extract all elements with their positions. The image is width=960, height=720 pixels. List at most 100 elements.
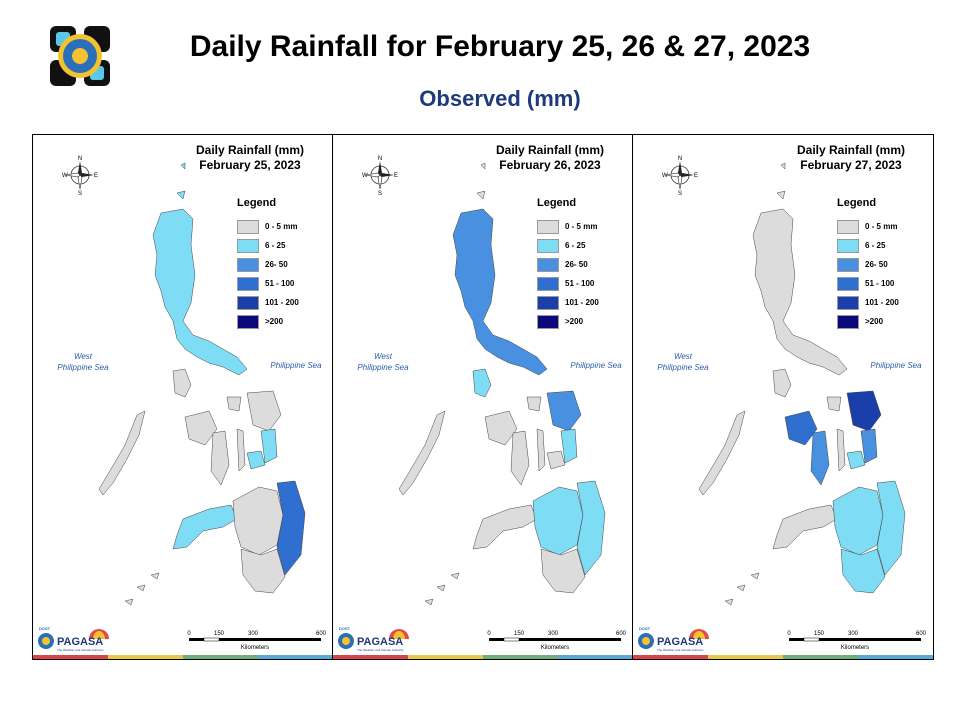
- negros-region: [510, 430, 530, 486]
- legend-swatch: [537, 295, 559, 310]
- legend-swatch: [837, 295, 859, 310]
- legend-swatch: [237, 314, 259, 329]
- svg-text:Kilometers: Kilometers: [541, 645, 569, 651]
- legend-item: >200: [237, 312, 299, 331]
- svg-text:150: 150: [214, 631, 225, 637]
- svg-text:0: 0: [187, 631, 191, 637]
- svg-text:PAGASA: PAGASA: [357, 636, 403, 648]
- panay-region: [184, 410, 218, 446]
- panel-title-date: February 25, 2023: [199, 158, 301, 172]
- mindanao-central-region: [532, 486, 584, 556]
- luzon-region: [152, 208, 248, 376]
- bohol-region: [246, 450, 266, 470]
- legend-label: 101 - 200: [265, 298, 299, 307]
- sulu-islands: [124, 572, 160, 606]
- zamboanga-region: [472, 504, 538, 550]
- mindanao-central-region: [232, 486, 284, 556]
- legend-label: 0 - 5 mm: [265, 222, 298, 231]
- compass-e: E: [694, 173, 698, 179]
- philippine-sea-label: Philippine Sea: [270, 361, 322, 370]
- compass-rose-icon: N S W E: [362, 156, 398, 195]
- svg-text:600: 600: [616, 631, 627, 637]
- batanes-islands: [776, 162, 786, 200]
- svg-text:DOST: DOST: [39, 626, 51, 631]
- legend-label: 6 - 25: [265, 241, 286, 250]
- rainfall-panels: N S W E Daily Rainfall (mm) February 25,…: [32, 134, 934, 660]
- legend-label: 51 - 100: [565, 279, 595, 288]
- svg-text:600: 600: [916, 631, 927, 637]
- pagasa-logo: DOST PAGASA The Weather and Climate Auth…: [38, 626, 109, 652]
- philippines-rainfall-map: [398, 162, 606, 606]
- svg-text:The Weather and Climate Author: The Weather and Climate Authority: [657, 648, 704, 652]
- legend-item: 51 - 100: [237, 274, 299, 293]
- legend-item: 0 - 5 mm: [837, 217, 899, 236]
- sulu-islands: [424, 572, 460, 606]
- compass-n: N: [678, 156, 682, 162]
- legend: 0 - 5 mm 6 - 25 26- 50 51 - 100 101 - 20…: [237, 217, 299, 331]
- rainfall-panel-feb-25: N S W E Daily Rainfall (mm) February 25,…: [33, 135, 333, 659]
- mindanao-south-region: [540, 548, 586, 594]
- mindanao-south-region: [240, 548, 286, 594]
- mindanao-east-region: [876, 480, 906, 576]
- svg-text:300: 300: [848, 631, 859, 637]
- cebu-region: [536, 428, 546, 472]
- svg-text:Kilometers: Kilometers: [241, 645, 269, 651]
- legend-swatch: [537, 276, 559, 291]
- panel-title-date: February 26, 2023: [499, 158, 601, 172]
- legend-swatch: [237, 276, 259, 291]
- legend-item: 101 - 200: [237, 293, 299, 312]
- legend-label: >200: [265, 317, 284, 326]
- svg-text:150: 150: [814, 631, 825, 637]
- luzon-region: [452, 208, 548, 376]
- scale-bar: 0 150 300 600 Kilometers: [487, 631, 627, 651]
- masbate-region: [526, 396, 542, 412]
- svg-text:The Weather and Climate Author: The Weather and Climate Authority: [357, 648, 404, 652]
- mindanao-south-region: [840, 548, 886, 594]
- svg-text:The Weather and Climate Author: The Weather and Climate Authority: [57, 648, 104, 652]
- compass-rose-icon: N S W E: [62, 156, 98, 195]
- sulu-islands: [724, 572, 760, 606]
- legend-label: 0 - 5 mm: [865, 222, 898, 231]
- mindoro-region: [772, 368, 792, 398]
- bohol-region: [546, 450, 566, 470]
- legend-label: 101 - 200: [865, 298, 899, 307]
- samar-region: [246, 390, 282, 432]
- palawan-region: [98, 410, 146, 496]
- svg-text:0: 0: [787, 631, 791, 637]
- mindanao-east-region: [276, 480, 306, 576]
- legend-label: 101 - 200: [565, 298, 599, 307]
- legend-label: 26- 50: [265, 260, 288, 269]
- legend-swatch: [837, 257, 859, 272]
- philippine-sea-label: Philippine Sea: [570, 361, 622, 370]
- svg-text:0: 0: [487, 631, 491, 637]
- legend-label: 26- 50: [565, 260, 588, 269]
- compass-rose-icon: N S W E: [662, 156, 698, 195]
- batanes-islands: [176, 162, 186, 200]
- legend-swatch: [837, 314, 859, 329]
- legend-swatch: [237, 257, 259, 272]
- samar-region: [846, 390, 882, 432]
- rainfall-panel-feb-27: N S W E Daily Rainfall (mm) February 27,…: [633, 135, 933, 659]
- legend-item: 101 - 200: [537, 293, 599, 312]
- leyte-region: [560, 428, 578, 464]
- compass-e: E: [394, 173, 398, 179]
- cebu-region: [236, 428, 246, 472]
- legend-item: 6 - 25: [237, 236, 299, 255]
- legend-title: Legend: [237, 197, 277, 209]
- pagasa-logo: DOST PAGASA The Weather and Climate Auth…: [338, 626, 409, 652]
- svg-text:DOST: DOST: [639, 626, 651, 631]
- legend-item: 51 - 100: [837, 274, 899, 293]
- panel-title-line1: Daily Rainfall (mm): [195, 143, 305, 157]
- scale-bar: 0 150 300 600 Kilometers: [187, 631, 326, 651]
- rainfall-panel-feb-26: N S W E Daily Rainfall (mm) February 26,…: [333, 135, 633, 659]
- zamboanga-region: [772, 504, 838, 550]
- panel-title: Daily Rainfall (mm) February 27, 2023: [781, 143, 921, 173]
- color-stripe: [333, 655, 632, 659]
- negros-region: [210, 430, 230, 486]
- svg-text:300: 300: [248, 631, 259, 637]
- legend-swatch: [837, 238, 859, 253]
- pagasa-logo: DOST PAGASA The Weather and Climate Auth…: [638, 626, 709, 652]
- color-stripe: [633, 655, 933, 659]
- legend: 0 - 5 mm 6 - 25 26- 50 51 - 100 101 - 20…: [537, 217, 599, 331]
- samar-region: [546, 390, 582, 432]
